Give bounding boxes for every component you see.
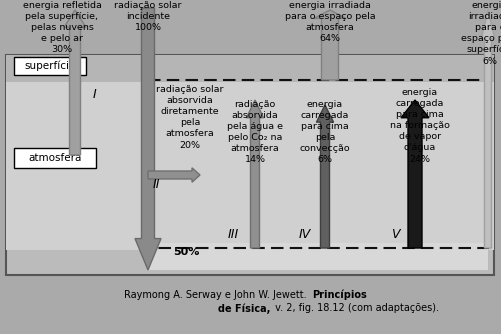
Text: energia
irradiada
para o
espaço pela
superfície
6%: energia irradiada para o espaço pela sup… (460, 1, 501, 65)
FancyArrow shape (316, 105, 333, 248)
Text: energia
carregada
para cima
na formação
de vapor
d'água
24%: energia carregada para cima na formação … (389, 88, 449, 164)
Bar (148, 243, 487, 270)
Text: radiação solar
absorvida
diretamente
pela
atmosfera
20%: radiação solar absorvida diretamente pel… (156, 85, 223, 150)
Bar (6, 55, 493, 82)
Text: 50%: 50% (173, 247, 199, 257)
Bar (6, 55, 493, 275)
FancyArrow shape (313, 10, 346, 80)
Text: superfície: superfície (24, 61, 76, 71)
FancyArrow shape (64, 10, 86, 155)
Text: Princípios: Princípios (312, 290, 366, 301)
FancyArrow shape (135, 8, 161, 270)
Text: Raymong A. Serway e John W. Jewett.: Raymong A. Serway e John W. Jewett. (124, 290, 310, 300)
FancyArrow shape (246, 100, 263, 248)
FancyArrow shape (400, 100, 428, 248)
Text: energia refletida
pela superfície,
pelas nuvens
e pelo ar
30%: energia refletida pela superfície, pelas… (23, 1, 101, 54)
Text: atmosfera: atmosfera (28, 153, 82, 163)
Text: radiação solar
incidente
100%: radiação solar incidente 100% (114, 1, 181, 32)
Text: energia irradiada
para o espaço pela
atmosfera
64%: energia irradiada para o espaço pela atm… (284, 1, 375, 43)
Text: energia
carregada
para cima
pela
convecção
6%: energia carregada para cima pela convecç… (299, 100, 350, 165)
Text: III: III (227, 227, 238, 240)
Text: V: V (390, 227, 398, 240)
Bar (14, 57, 86, 75)
Bar (6, 80, 493, 250)
Bar (148, 80, 487, 248)
Bar (14, 148, 96, 168)
Text: I: I (93, 89, 97, 102)
FancyArrow shape (148, 168, 199, 182)
Text: v. 2, fig. 18.12 (com adaptações).: v. 2, fig. 18.12 (com adaptações). (272, 303, 438, 313)
Text: IV: IV (298, 227, 311, 240)
FancyArrow shape (480, 10, 493, 248)
Text: II: II (153, 178, 160, 191)
Text: radiação
absorvida
pela água e
pelo Co₂ na
atmosfera
14%: radiação absorvida pela água e pelo Co₂ … (226, 100, 283, 165)
Text: de Física,: de Física, (217, 303, 270, 314)
